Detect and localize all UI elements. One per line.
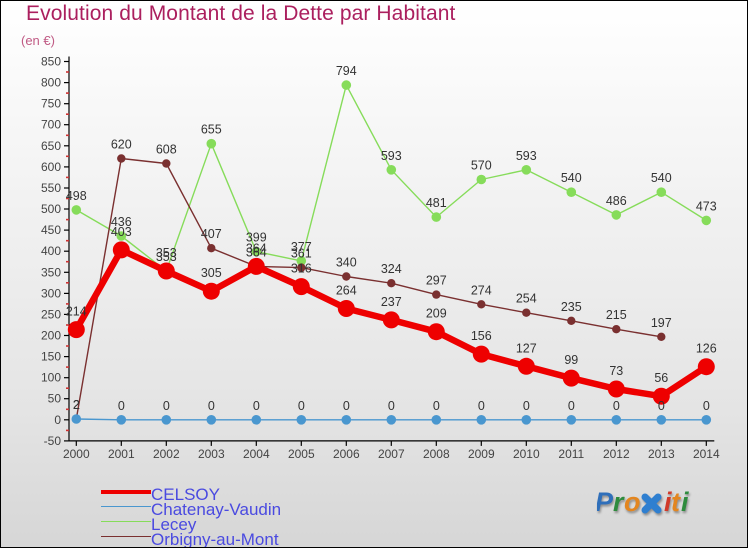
svg-text:2002: 2002 (153, 447, 180, 461)
svg-text:200: 200 (41, 329, 61, 343)
svg-text:197: 197 (651, 316, 672, 330)
svg-text:235: 235 (561, 300, 582, 314)
svg-text:2009: 2009 (468, 447, 495, 461)
svg-text:o: o (624, 487, 641, 517)
svg-text:850: 850 (41, 55, 61, 69)
svg-text:t: t (671, 487, 681, 517)
svg-text:620: 620 (111, 138, 132, 152)
svg-text:2005: 2005 (288, 447, 315, 461)
svg-text:274: 274 (471, 283, 492, 297)
svg-text:126: 126 (696, 342, 717, 356)
svg-text:794: 794 (336, 64, 357, 78)
svg-text:2007: 2007 (378, 447, 405, 461)
svg-text:2012: 2012 (603, 447, 630, 461)
svg-text:540: 540 (561, 171, 582, 185)
svg-text:364: 364 (246, 241, 267, 255)
svg-text:150: 150 (41, 350, 61, 364)
svg-text:316: 316 (291, 262, 312, 276)
svg-text:2001: 2001 (108, 447, 135, 461)
svg-text:750: 750 (41, 97, 61, 111)
svg-text:209: 209 (426, 307, 447, 321)
svg-text:340: 340 (336, 256, 357, 270)
svg-text:0: 0 (163, 399, 170, 413)
svg-text:2004: 2004 (243, 447, 270, 461)
svg-text:2: 2 (73, 398, 80, 412)
svg-text:-50: -50 (44, 434, 62, 448)
svg-text:0: 0 (568, 399, 575, 413)
svg-text:2013: 2013 (648, 447, 675, 461)
svg-text:650: 650 (41, 139, 61, 153)
svg-text:0: 0 (253, 399, 260, 413)
svg-text:2010: 2010 (513, 447, 540, 461)
svg-text:0: 0 (388, 399, 395, 413)
svg-text:237: 237 (381, 295, 402, 309)
svg-text:403: 403 (111, 225, 132, 239)
svg-text:407: 407 (201, 227, 222, 241)
svg-text:2006: 2006 (333, 447, 360, 461)
svg-text:608: 608 (156, 143, 177, 157)
svg-text:100: 100 (41, 371, 61, 385)
svg-text:50: 50 (48, 392, 62, 406)
svg-text:450: 450 (41, 223, 61, 237)
svg-text:297: 297 (426, 274, 447, 288)
svg-text:254: 254 (516, 292, 537, 306)
svg-text:473: 473 (696, 199, 717, 213)
svg-text:305: 305 (201, 266, 222, 280)
svg-text:0: 0 (298, 399, 305, 413)
svg-text:350: 350 (41, 265, 61, 279)
svg-text:i: i (681, 487, 689, 517)
svg-text:540: 540 (651, 171, 672, 185)
svg-text:2000: 2000 (63, 447, 90, 461)
svg-text:99: 99 (564, 353, 578, 367)
svg-text:700: 700 (41, 118, 61, 132)
svg-text:0: 0 (54, 413, 61, 427)
svg-text:400: 400 (41, 244, 61, 258)
svg-text:250: 250 (41, 307, 61, 321)
svg-text:0: 0 (118, 399, 125, 413)
svg-text:215: 215 (606, 308, 627, 322)
svg-text:550: 550 (41, 181, 61, 195)
svg-text:353: 353 (156, 246, 177, 260)
svg-text:593: 593 (381, 149, 402, 163)
svg-text:2008: 2008 (423, 447, 450, 461)
svg-text:324: 324 (381, 262, 402, 276)
svg-text:2003: 2003 (198, 447, 225, 461)
svg-text:655: 655 (201, 123, 222, 137)
svg-text:56: 56 (654, 371, 668, 385)
svg-text:486: 486 (606, 194, 627, 208)
svg-text:800: 800 (41, 76, 61, 90)
svg-text:498: 498 (66, 189, 87, 203)
svg-text:P: P (597, 487, 614, 517)
svg-text:0: 0 (703, 399, 710, 413)
svg-text:127: 127 (516, 341, 537, 355)
svg-text:500: 500 (41, 202, 61, 216)
svg-text:0: 0 (208, 399, 215, 413)
svg-text:300: 300 (41, 286, 61, 300)
svg-text:2011: 2011 (558, 447, 584, 461)
svg-text:377: 377 (291, 240, 312, 254)
svg-text:0: 0 (343, 399, 350, 413)
svg-text:481: 481 (426, 196, 447, 210)
svg-text:156: 156 (471, 329, 492, 343)
svg-text:0: 0 (478, 399, 485, 413)
svg-text:593: 593 (516, 149, 537, 163)
svg-text:0: 0 (613, 399, 620, 413)
svg-text:73: 73 (609, 364, 623, 378)
svg-text:0: 0 (658, 399, 665, 413)
svg-text:600: 600 (41, 160, 61, 174)
svg-text:0: 0 (433, 399, 440, 413)
svg-text:214: 214 (66, 305, 87, 319)
svg-text:2014: 2014 (693, 447, 720, 461)
svg-text:0: 0 (523, 399, 530, 413)
svg-text:570: 570 (471, 159, 492, 173)
svg-text:264: 264 (336, 284, 357, 298)
